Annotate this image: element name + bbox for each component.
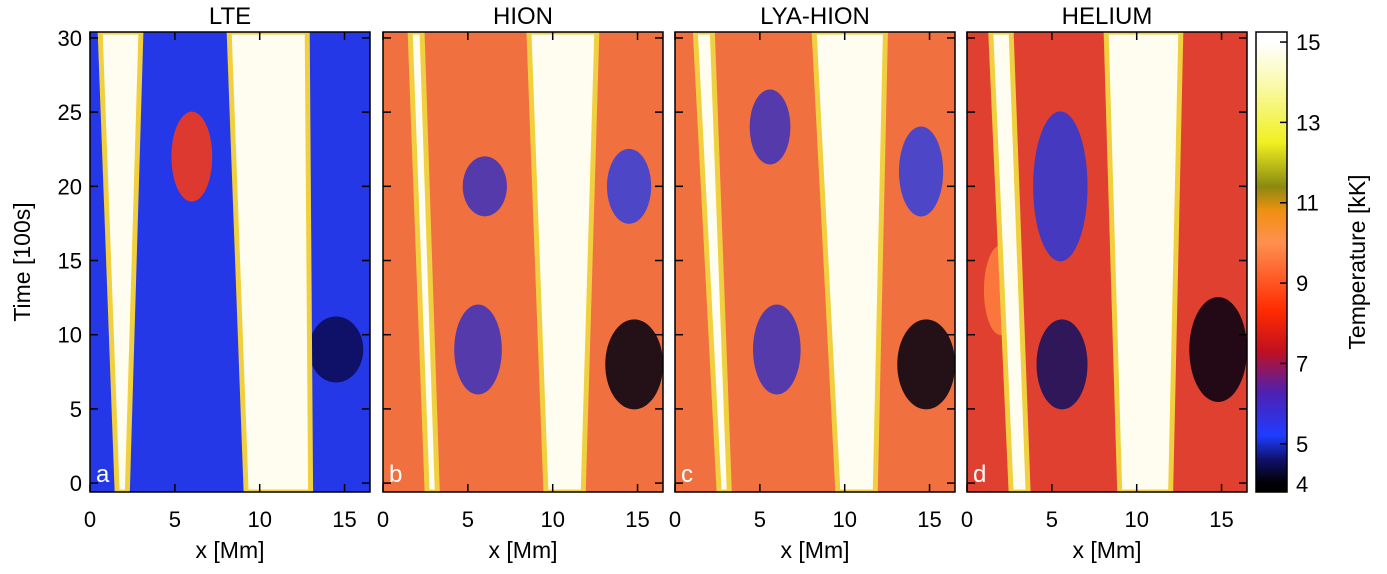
panel: HELIUM d x [Mm] 0 5 10 15: [961, 3, 1248, 563]
heatmap-image: [967, 32, 1247, 492]
x-axis-label: x [Mm]: [1073, 537, 1142, 563]
x-tick-label: 0: [669, 507, 681, 532]
heatmap-image: [90, 32, 370, 492]
x-tick-label: 10: [832, 507, 856, 532]
panel-frame: [89, 31, 371, 493]
x-axis-label: x [Mm]: [781, 537, 850, 563]
colorbar-label: Temperature [kK]: [1344, 174, 1370, 349]
panel-title: HELIUM: [1062, 3, 1153, 30]
x-tick-label: 5: [169, 507, 181, 532]
heatmap-image: [675, 32, 955, 492]
colorbar-tick-label: 7: [1296, 351, 1308, 376]
panel: HION b x [Mm] 0 5 10 15: [377, 3, 664, 563]
x-tick-label: 15: [625, 507, 649, 532]
colorbar-tick-label: 9: [1296, 271, 1308, 296]
colorbar-tick-label: 11: [1296, 191, 1319, 216]
y-tick-label: 0: [70, 471, 82, 496]
x-tick-label: 5: [1046, 507, 1058, 532]
x-tick-label: 15: [332, 507, 356, 532]
panel-title: LTE: [209, 3, 251, 30]
panel-label: d: [973, 461, 986, 488]
y-axis-label: Time [100s]: [9, 202, 35, 321]
y-tick-label: 25: [58, 100, 82, 125]
heatmap-image: [383, 32, 663, 492]
y-tick-label: 10: [58, 323, 82, 348]
panel-frame: [674, 31, 956, 493]
colorbar-tick-label: 4: [1296, 472, 1308, 497]
panel: LYA-HION c x [Mm] 0 5 10 15: [669, 3, 956, 563]
panel-frame: [382, 31, 664, 493]
x-axis-label: x [Mm]: [196, 537, 265, 563]
x-tick-label: 10: [1124, 507, 1148, 532]
y-tick-label: 15: [58, 249, 82, 274]
panel-title: HION: [493, 3, 553, 30]
colorbar-tick-label: 13: [1296, 110, 1320, 135]
x-axis-label: x [Mm]: [489, 537, 558, 563]
x-tick-label: 0: [377, 507, 389, 532]
x-tick-label: 10: [540, 507, 564, 532]
colorbar-scale: [1255, 31, 1288, 493]
panel: LTE a x [Mm] 0 5 10 15 0 5 10 15 20 25 30: [58, 3, 371, 563]
x-tick-label: 0: [84, 507, 96, 532]
panel-title: LYA-HION: [760, 3, 870, 30]
x-tick-label: 0: [961, 507, 973, 532]
x-tick-label: 15: [917, 507, 941, 532]
panel-label: c: [681, 461, 693, 488]
y-tick-label: 20: [58, 174, 82, 199]
y-tick-label: 5: [70, 397, 82, 422]
panel-frame: [966, 31, 1248, 493]
panel-label: b: [389, 461, 402, 488]
x-tick-label: 5: [462, 507, 474, 532]
x-tick-label: 5: [754, 507, 766, 532]
colorbar-tick-label: 15: [1296, 30, 1320, 55]
colorbar-tick-label: 5: [1296, 432, 1308, 457]
colorbar: 4 5 7 9 11 13 15: [1255, 30, 1320, 497]
x-tick-label: 15: [1209, 507, 1233, 532]
panel-label: a: [96, 461, 110, 488]
y-tick-label: 30: [58, 26, 82, 51]
x-tick-label: 10: [247, 507, 271, 532]
